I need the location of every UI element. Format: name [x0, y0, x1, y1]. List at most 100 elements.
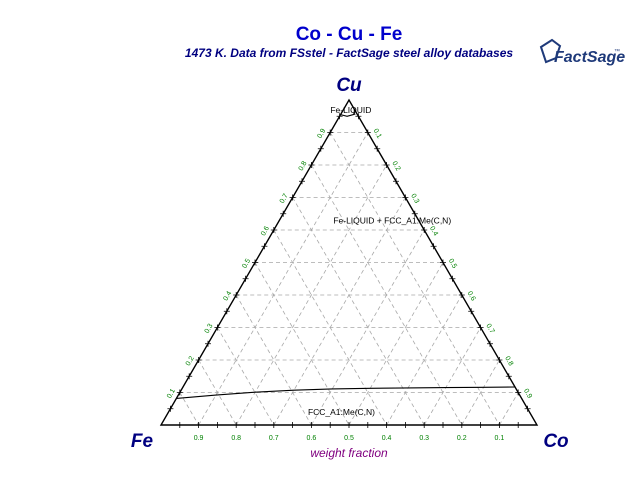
grid-line-co [499, 392, 519, 426]
tick-mark [421, 422, 428, 428]
tick-label-left: 0.9 [316, 128, 327, 140]
tick-label-left: 0.5 [241, 258, 252, 270]
phase-region-labels: Fe-LIQUID Fe-LIQUID + FCC_A1:Me(C,N) FCC_A… [308, 105, 451, 417]
tick-mark [515, 422, 522, 428]
tick-mark [346, 422, 352, 428]
tick-label-bottom: 0.5 [344, 435, 354, 442]
tick-mark [176, 422, 183, 428]
phase-region-label: FCC_A1:Me(C,N) [308, 407, 375, 417]
tick-mark [280, 210, 287, 217]
tick-mark [289, 422, 296, 428]
tick-mark [299, 178, 305, 185]
tick-mark [223, 308, 230, 315]
tick-mark [440, 259, 446, 266]
tick-mark [524, 405, 531, 412]
tick-mark [374, 145, 381, 152]
tick-mark [327, 422, 334, 428]
tick-mark [261, 243, 268, 250]
tick-mark [308, 162, 315, 168]
tick-label-right: 0.7 [484, 323, 495, 335]
tick-mark [458, 292, 465, 298]
tick-mark [430, 243, 437, 250]
tick-mark [195, 357, 202, 363]
phase-region-label: Fe-LIQUID [330, 105, 371, 115]
tick-mark [477, 324, 484, 331]
grid-line-co [198, 132, 369, 426]
tick-label-left: 0.3 [204, 323, 215, 335]
factsage-emblem-icon [539, 38, 562, 64]
tick-mark [289, 194, 296, 201]
tick-label-bottom: 0.9 [194, 435, 204, 442]
tick-mark [440, 422, 446, 428]
grid-line-co [461, 359, 500, 426]
grid-lines [179, 132, 519, 426]
grid-line-co [423, 327, 481, 426]
tick-label-bottom: 0.7 [269, 435, 279, 442]
tick-mark [505, 373, 512, 380]
tick-mark [214, 324, 221, 331]
grid-line-fe [198, 359, 237, 426]
factsage-logo-text: FactSage [554, 49, 625, 66]
tick-label-bottom: 0.1 [495, 435, 505, 442]
phase-region-label: Fe-LIQUID + FCC_A1:Me(C,N) [333, 215, 451, 225]
tick-label-right: 0.1 [372, 128, 383, 140]
vertex-label-co: Co [543, 431, 568, 452]
tick-label-left: 0.7 [279, 193, 290, 205]
grid-line-co [348, 262, 444, 426]
tick-labels: 0.9 0.8 0.7 0.6 0.5 0.4 0.3 0.2 0.1 0.1 0.2 0.3 0.4 0… [166, 128, 533, 442]
grid-line-fe [217, 327, 275, 426]
chart-subtitle: 1473 K. Data from FSstel - FactSage stee… [185, 46, 513, 60]
tick-mark [242, 275, 249, 282]
tick-label-right: 0.4 [428, 225, 439, 237]
axis-label: weight fraction [310, 446, 388, 460]
tick-mark [421, 227, 428, 233]
factsage-trademark: ™ [614, 48, 620, 55]
vertex-label-fe: Fe [131, 431, 154, 452]
tick-mark [186, 373, 193, 380]
tick-mark [402, 422, 409, 428]
tick-mark [233, 422, 240, 428]
tick-label-bottom: 0.3 [419, 435, 429, 442]
tick-label-left: 0.6 [260, 225, 271, 237]
phase-boundaries [176, 109, 516, 399]
tick-label-bottom: 0.8 [231, 435, 241, 442]
tick-mark [317, 145, 324, 152]
tick-mark [176, 389, 183, 396]
tick-mark [308, 422, 315, 428]
tick-mark [487, 340, 493, 347]
tick-mark [402, 194, 409, 201]
tick-label-right: 0.9 [522, 388, 533, 400]
tick-label-right: 0.3 [409, 193, 420, 205]
tick-mark [270, 227, 277, 233]
grid-line-fe [179, 392, 199, 426]
grid-line-fe [254, 262, 350, 426]
tick-mark [468, 308, 475, 315]
tick-mark [449, 275, 456, 282]
tick-mark [355, 113, 362, 120]
factsage-logo: FactSage ™ [539, 38, 625, 66]
tick-label-bottom: 0.4 [382, 435, 392, 442]
tick-label-bottom: 0.6 [307, 435, 317, 442]
phase-boundary-line [340, 109, 355, 117]
tick-mark [233, 292, 240, 298]
tick-mark [270, 422, 277, 428]
vertex-label-cu: Cu [336, 75, 362, 96]
tick-label-right: 0.6 [466, 290, 477, 302]
grid-line-co [273, 197, 406, 426]
tick-mark [205, 340, 211, 347]
grid-line-fe [329, 132, 500, 426]
chart-title: Co - Cu - Fe [296, 24, 403, 45]
grid-line-fe [292, 197, 425, 426]
tick-mark [496, 422, 503, 428]
tick-mark [411, 210, 418, 217]
tick-label-bottom: 0.2 [457, 435, 467, 442]
tick-mark [252, 259, 258, 266]
tick-mark [167, 405, 174, 412]
tick-mark [515, 389, 522, 396]
tick-mark [336, 113, 343, 120]
tick-mark [364, 422, 371, 428]
tick-mark [364, 129, 371, 136]
tick-mark [477, 422, 484, 428]
tick-label-left: 0.8 [298, 160, 309, 172]
